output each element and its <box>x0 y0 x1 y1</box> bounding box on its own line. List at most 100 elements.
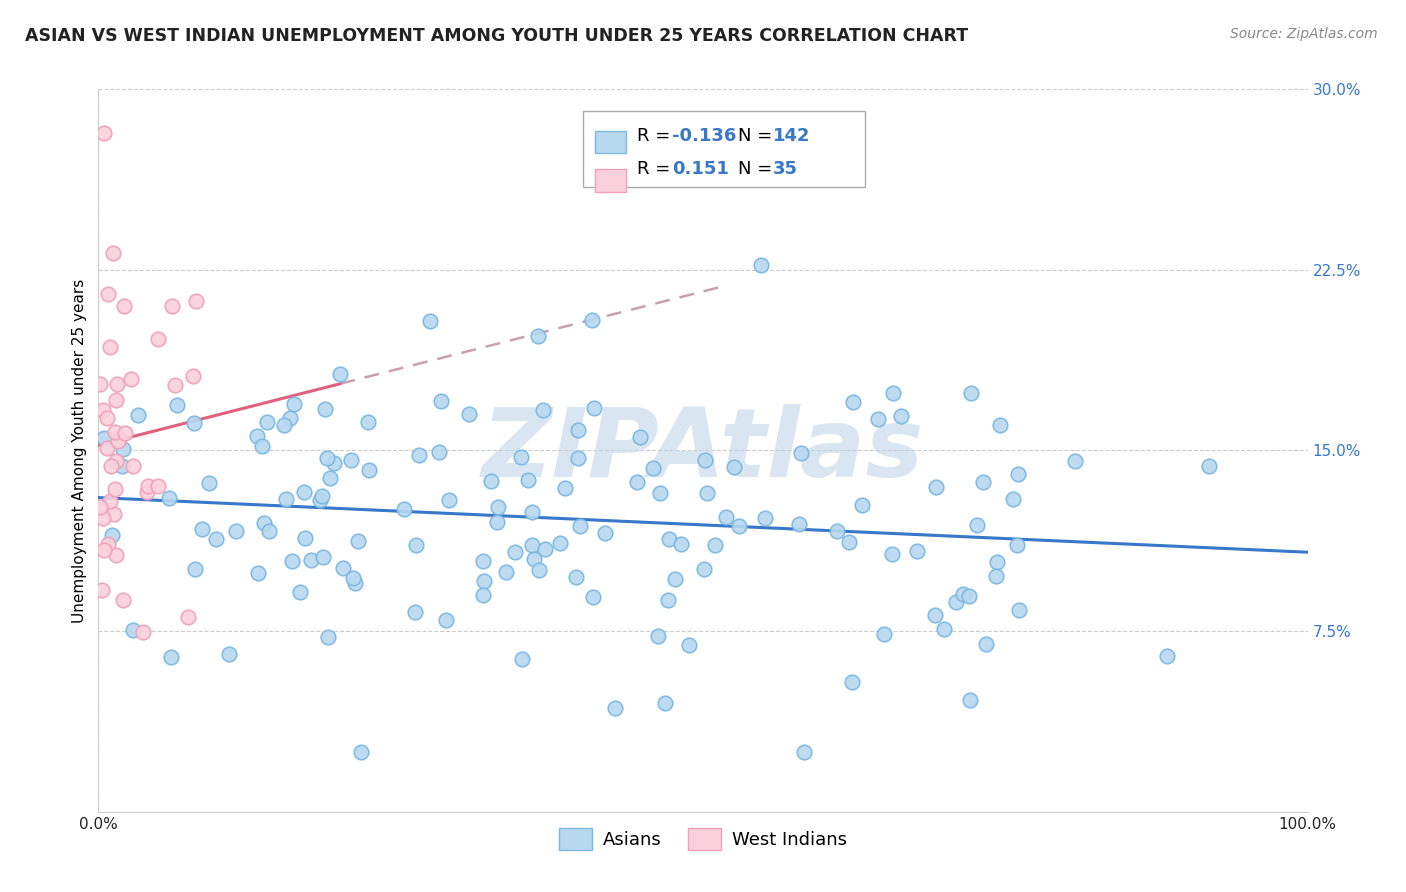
Point <box>319 471 342 485</box>
Point <box>157 491 180 505</box>
Point <box>479 475 502 489</box>
Point <box>523 552 546 566</box>
Point <box>458 407 481 421</box>
Point <box>664 573 686 587</box>
Point <box>439 492 461 507</box>
Point <box>704 538 727 552</box>
Point <box>628 430 651 444</box>
Point <box>359 462 381 476</box>
Point <box>723 459 745 474</box>
Y-axis label: Unemployment Among Youth under 25 years: Unemployment Among Youth under 25 years <box>72 278 87 623</box>
Point <box>841 394 863 409</box>
Point <box>91 511 114 525</box>
Point <box>108 432 131 446</box>
Point <box>957 589 980 603</box>
Point <box>314 401 336 416</box>
Point <box>343 575 366 590</box>
Point <box>1007 467 1029 482</box>
Point <box>754 511 776 525</box>
Point <box>278 411 301 425</box>
Point <box>792 744 814 758</box>
Point <box>1008 603 1031 617</box>
Point <box>527 329 550 343</box>
Point <box>567 451 589 466</box>
Text: -0.136: -0.136 <box>672 127 737 145</box>
Point <box>205 532 228 546</box>
Point <box>163 378 186 392</box>
Point <box>135 484 157 499</box>
Point <box>274 492 297 507</box>
Point <box>177 610 200 624</box>
Point <box>114 426 136 441</box>
Point <box>905 544 928 558</box>
Point <box>647 629 669 643</box>
Point <box>986 569 1008 583</box>
Point <box>669 537 692 551</box>
Point <box>250 439 273 453</box>
Point <box>641 460 664 475</box>
Point <box>160 649 183 664</box>
Text: 0.151: 0.151 <box>672 161 728 178</box>
Point <box>107 434 129 448</box>
Point <box>146 332 169 346</box>
Point <box>882 547 904 561</box>
Point <box>311 489 333 503</box>
Point <box>749 258 772 272</box>
Point <box>1007 538 1029 552</box>
Point <box>96 441 118 455</box>
Point <box>986 555 1008 569</box>
Point <box>419 314 441 328</box>
Point <box>111 458 134 473</box>
Point <box>103 507 125 521</box>
Point <box>693 453 716 467</box>
Point <box>520 505 543 519</box>
Point <box>517 473 540 487</box>
Text: R =: R = <box>637 161 682 178</box>
Point <box>548 536 571 550</box>
Point <box>121 623 143 637</box>
Point <box>104 482 127 496</box>
Point <box>472 554 495 568</box>
Point <box>104 392 127 407</box>
Point <box>91 582 114 597</box>
Point <box>104 425 127 439</box>
Point <box>841 674 863 689</box>
Point <box>89 500 111 514</box>
Point <box>960 386 983 401</box>
Point <box>253 516 276 531</box>
Point <box>93 543 115 558</box>
Point <box>357 415 380 429</box>
Point <box>96 411 118 425</box>
Text: N =: N = <box>738 127 778 145</box>
Point <box>1002 491 1025 506</box>
Point <box>582 590 605 604</box>
Point <box>495 565 517 579</box>
Point <box>1156 648 1178 663</box>
Text: Source: ZipAtlas.com: Source: ZipAtlas.com <box>1230 27 1378 41</box>
Text: 35: 35 <box>773 161 799 178</box>
Point <box>593 526 616 541</box>
Text: ASIAN VS WEST INDIAN UNEMPLOYMENT AMONG YOUTH UNDER 25 YEARS CORRELATION CHART: ASIAN VS WEST INDIAN UNEMPLOYMENT AMONG … <box>25 27 969 45</box>
Point <box>273 418 295 433</box>
Point <box>342 571 364 585</box>
Point <box>93 126 115 140</box>
Point <box>218 647 240 661</box>
Point <box>658 532 681 546</box>
Point <box>924 607 946 622</box>
Point <box>394 502 416 516</box>
Point <box>290 585 312 599</box>
Point <box>184 561 207 575</box>
Point <box>198 476 221 491</box>
Point <box>105 377 128 392</box>
Point <box>693 562 716 576</box>
Point <box>727 518 749 533</box>
Point <box>932 622 955 636</box>
Point <box>952 587 974 601</box>
Point <box>472 574 495 588</box>
Point <box>105 548 128 562</box>
Point <box>246 566 269 581</box>
Point <box>509 450 531 465</box>
Point <box>966 517 988 532</box>
Point <box>434 613 457 627</box>
Point <box>340 453 363 467</box>
